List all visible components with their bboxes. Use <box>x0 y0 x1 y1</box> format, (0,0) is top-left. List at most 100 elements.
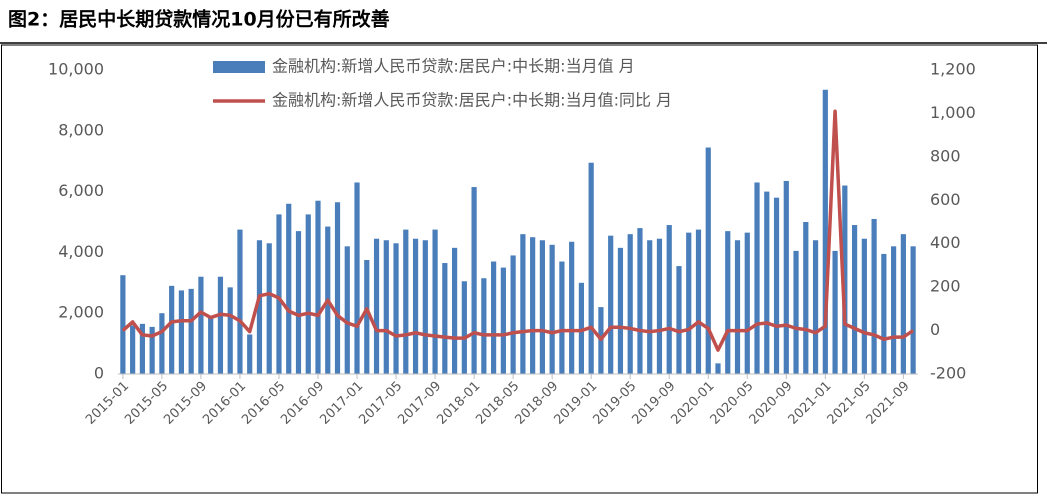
bar <box>686 232 692 374</box>
bar <box>305 214 311 374</box>
bar <box>900 234 906 374</box>
y2-tick-label: 400 <box>930 233 961 252</box>
legend-swatch <box>213 61 265 73</box>
bar <box>217 276 224 374</box>
bar <box>588 162 594 374</box>
bar <box>695 229 702 374</box>
bar <box>627 234 633 374</box>
bar <box>422 240 428 374</box>
bar <box>500 267 506 374</box>
bar <box>276 214 282 374</box>
bar <box>364 260 370 374</box>
bar <box>891 246 897 374</box>
bar <box>539 240 545 374</box>
bar <box>208 316 214 374</box>
bar <box>715 363 721 374</box>
bar <box>744 232 750 374</box>
bar <box>705 147 711 374</box>
bar <box>803 222 809 374</box>
y2-tick-label: 0 <box>930 320 940 339</box>
bar <box>393 243 399 374</box>
bar <box>851 225 858 374</box>
bar <box>578 282 585 374</box>
bar <box>471 187 477 374</box>
bar <box>178 290 185 374</box>
bar <box>510 255 516 374</box>
bar <box>676 266 682 374</box>
y2-tick-label: 800 <box>930 146 961 165</box>
y-tick-label: 6,000 <box>58 181 104 200</box>
bar <box>822 89 828 374</box>
chart-title: 图2：居民中长期贷款情况10月份已有所改善 <box>8 8 390 31</box>
bar <box>881 253 887 374</box>
bar <box>764 191 770 374</box>
bar <box>266 243 272 374</box>
bar <box>637 228 643 374</box>
y-tick-label: 0 <box>94 364 104 383</box>
legend-label: 金融机构:新增人民币贷款:居民户:中长期:当月值:同比 月 <box>272 91 672 110</box>
bar <box>373 238 380 374</box>
legend-label: 金融机构:新增人民币贷款:居民户:中长期:当月值 月 <box>272 57 635 76</box>
chart-frame <box>1 44 1038 494</box>
bar <box>910 246 916 374</box>
bar <box>354 182 360 374</box>
y-tick-label: 2,000 <box>58 303 104 322</box>
bar <box>666 225 672 374</box>
bar <box>432 229 438 374</box>
bar <box>149 326 155 374</box>
y-tick-label: 4,000 <box>58 242 104 261</box>
bar <box>842 185 848 374</box>
bar <box>725 231 731 374</box>
y-tick-label: 8,000 <box>58 120 104 139</box>
bar <box>783 180 789 374</box>
bar <box>286 203 292 374</box>
bar <box>520 234 526 374</box>
bar <box>334 202 341 374</box>
bar <box>169 285 175 374</box>
y2-tick-label: 1,000 <box>930 103 976 122</box>
bar <box>198 276 204 374</box>
bar <box>491 261 497 374</box>
bar <box>549 244 555 374</box>
bar <box>188 288 194 374</box>
bar <box>344 246 350 374</box>
bar <box>861 238 867 374</box>
bar <box>832 250 838 374</box>
y2-tick-label: 1,200 <box>930 60 976 79</box>
x-tick-label: 2021-09 <box>864 379 913 428</box>
bar <box>130 325 136 374</box>
bar <box>793 250 799 374</box>
bar <box>656 238 663 374</box>
bar <box>403 229 409 374</box>
bar <box>608 235 614 374</box>
bar <box>315 200 321 374</box>
bar <box>569 241 575 374</box>
bar <box>461 281 467 374</box>
y-tick-label: 10,000 <box>48 60 104 79</box>
bar <box>295 231 302 374</box>
bar <box>227 287 233 374</box>
y2-tick-label: 600 <box>930 190 961 209</box>
bar <box>617 247 624 374</box>
bar <box>754 182 760 374</box>
bar <box>442 263 448 374</box>
bar <box>812 240 819 374</box>
bar <box>559 261 565 374</box>
bar <box>647 240 653 374</box>
line-series <box>121 109 915 352</box>
y2-tick-label: 200 <box>930 277 961 296</box>
bar <box>773 197 780 374</box>
bar <box>734 240 741 374</box>
bar <box>237 229 243 374</box>
bar <box>139 323 145 374</box>
bar <box>247 334 253 374</box>
bar <box>412 238 419 374</box>
bar <box>159 313 165 374</box>
bar <box>383 240 389 374</box>
bar <box>530 237 536 374</box>
bar <box>451 247 458 374</box>
bar <box>256 240 263 374</box>
bar <box>481 278 487 374</box>
bar <box>120 275 126 374</box>
